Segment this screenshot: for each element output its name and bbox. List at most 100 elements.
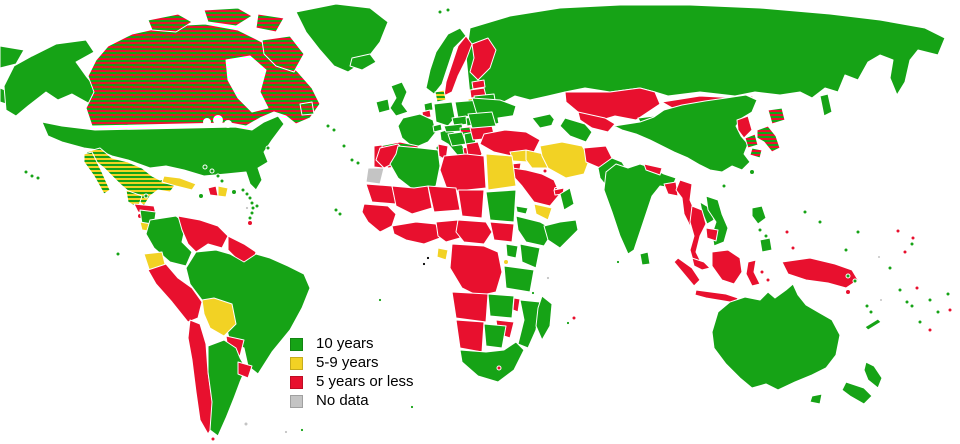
great-lakes-water-2 [224, 120, 232, 128]
region-maldives [615, 259, 621, 265]
region-south-sudan [489, 221, 515, 243]
region-kazakhstan [564, 87, 661, 123]
legend-swatch-5-9-years [290, 356, 303, 370]
region-nigeria [435, 219, 461, 243]
region-kenya [519, 243, 541, 269]
region-algeria [389, 145, 441, 193]
region-cape-verde [333, 207, 343, 217]
region-mali [391, 185, 433, 215]
region-solomon-islands [845, 273, 858, 284]
region-south-georgia [283, 429, 289, 435]
region-honshu [756, 125, 781, 153]
region-venezuela [177, 215, 229, 253]
region-rwanda-burundi [503, 259, 509, 265]
region-uk [389, 81, 409, 117]
region-bangladesh [663, 181, 679, 197]
region-egypt [485, 153, 517, 191]
region-france [397, 113, 437, 149]
region-sri-lanka [639, 251, 651, 266]
region-seychelles [545, 275, 551, 281]
region-germany [433, 101, 456, 127]
region-switzerland [432, 123, 443, 133]
region-hokkaido [767, 107, 786, 125]
region-mexico [85, 147, 177, 207]
region-st-helena [377, 297, 383, 303]
region-moluccas [759, 269, 771, 283]
region-south-africa [459, 341, 525, 383]
region-reunion [565, 320, 571, 326]
region-libya [439, 153, 487, 193]
region-lesser-antilles [240, 187, 260, 221]
region-jamaica [198, 193, 204, 199]
region-visayas [757, 227, 769, 239]
region-oman [559, 187, 575, 211]
region-angola [451, 291, 489, 323]
region-pacific-islands-gray [877, 255, 883, 302]
region-mauritania [365, 183, 397, 205]
region-canary-islands [349, 157, 361, 166]
region-iceland [349, 53, 377, 71]
region-cambodia [705, 227, 719, 242]
region-sumatra [673, 257, 701, 287]
region-azores [325, 123, 337, 133]
region-falkland [243, 421, 249, 427]
region-luzon [751, 205, 767, 225]
region-nz-south-island [841, 381, 873, 405]
region-newfoundland [299, 101, 315, 116]
region-comoros [530, 290, 536, 296]
legend-label-5-years-or-less: 5 years or less [316, 373, 414, 390]
region-thailand [689, 205, 707, 265]
region-china [613, 94, 758, 173]
region-arctic-islands-2 [203, 7, 253, 27]
region-haiti [207, 185, 219, 197]
region-mindanao [759, 237, 773, 253]
region-belize [143, 193, 149, 199]
region-puerto-rico [231, 189, 237, 195]
region-russia [465, 4, 946, 105]
region-borneo [711, 249, 743, 285]
region-tasmania [809, 393, 823, 405]
region-baja-california [83, 151, 111, 195]
legend-row-5-years-or-less: 5 years or less [290, 374, 414, 390]
region-bermuda [265, 145, 271, 151]
great-lakes-water-3 [203, 118, 211, 126]
region-turkmenistan [559, 117, 593, 143]
legend-row-5-9-years: 5-9 years [290, 355, 414, 371]
region-botswana [483, 323, 507, 349]
region-arctic-islands-1 [147, 13, 193, 33]
region-uzbekistan [577, 111, 616, 133]
region-galapagos [115, 251, 121, 257]
legend-row-no-data: No data [290, 393, 414, 409]
region-argentina [207, 339, 247, 437]
region-trinidad [247, 220, 253, 226]
region-cuba [161, 175, 197, 191]
map-legend: 10 years 5-9 years 5 years or less No da… [290, 336, 414, 409]
region-gabon [436, 247, 449, 261]
hudson-bay-water [225, 55, 269, 113]
region-vietnam [705, 195, 729, 247]
region-pacific-islands-green [802, 209, 951, 325]
region-vanuatu [864, 303, 874, 315]
region-svalbard [437, 7, 451, 15]
region-new-caledonia [864, 318, 882, 331]
region-taiwan [749, 169, 755, 175]
region-gulf-of-guinea-islands [421, 255, 431, 267]
region-hawaii [23, 169, 41, 181]
region-somalia [543, 219, 579, 249]
region-eritrea [515, 205, 529, 215]
region-nepal [643, 163, 663, 176]
region-saudi-arabia [511, 167, 561, 207]
legend-label-10-years: 10 years [316, 335, 374, 352]
legend-label-no-data: No data [316, 392, 369, 409]
region-sudan [485, 189, 517, 223]
region-baffin-island [261, 35, 305, 73]
region-australia [711, 283, 841, 391]
legend-swatch-5-years-or-less [290, 375, 303, 389]
region-niger [427, 185, 461, 213]
legend-label-5-9-years: 5-9 years [316, 354, 379, 371]
region-north-korea [736, 115, 753, 139]
region-mauritius [571, 315, 577, 321]
region-antilles-gray [244, 205, 250, 211]
